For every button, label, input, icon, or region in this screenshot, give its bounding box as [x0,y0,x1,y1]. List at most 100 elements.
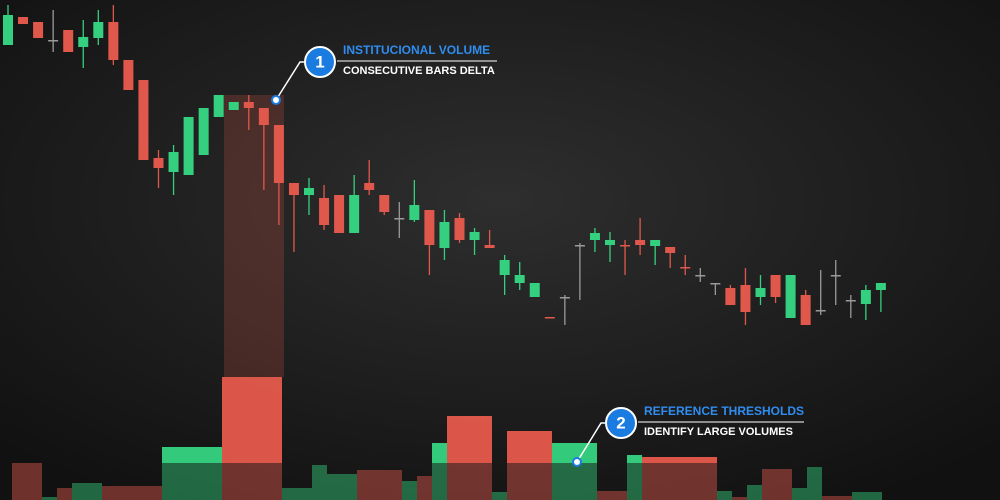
volume-bar [417,476,432,500]
candle-body [123,60,134,90]
candle-body [63,30,74,52]
candle-body [635,240,646,245]
candle-body [454,218,465,240]
candle-body [529,283,540,297]
candle-body [349,195,360,233]
candle-body [830,275,841,277]
candle-body [319,198,330,225]
candle-body [258,108,269,125]
candle-body [198,108,209,155]
candle-body [469,232,480,240]
candle-body [544,317,555,319]
badge-number: 2 [616,413,625,432]
annotation-title: INSTITUCIONAL VOLUME [343,43,490,57]
volume-bar [102,486,162,500]
candle-body [680,267,691,269]
candle-body [213,95,224,117]
badge [605,407,637,439]
candle-body [845,300,856,302]
candle-body [620,245,631,247]
candle-body [183,117,194,175]
volume-excess [222,377,282,463]
annotation-title: REFERENCE THRESHOLDS [644,404,804,418]
candle-body [665,247,676,253]
candle-body [860,290,871,304]
anchor-dot [572,457,582,467]
candle-body [605,240,615,245]
candle-body [394,218,405,220]
candle-body [153,158,164,168]
candle-body [409,205,420,220]
volume-bar [597,491,627,500]
candle-body [48,40,59,42]
volume-bar [852,492,882,500]
candle-body [93,22,104,38]
volume-bar [732,497,747,500]
volume-bar [57,488,72,500]
candle-body [439,222,450,248]
candle-body [499,260,510,275]
candle-body [800,295,811,325]
candle-body [875,283,886,290]
volume-bar [357,470,402,500]
candle-body [755,288,766,297]
candle-body [695,275,706,277]
candle-body [364,183,375,190]
candle-body [559,297,570,299]
volume-bar [762,469,792,500]
candles [3,5,886,325]
annotation-subtitle: IDENTIFY LARGE VOLUMES [644,426,793,438]
candle-body [740,285,751,312]
candle-body [288,183,299,195]
candle-body [574,245,585,247]
candle-body [424,210,435,245]
candle-body [815,310,826,312]
volume-bar [642,457,717,500]
volume-bar [282,488,312,500]
badge-number: 1 [315,52,324,71]
annotation-subtitle: CONSECUTIVE BARS DELTA [343,65,495,77]
volume-bar [72,483,102,500]
volume-bar [822,496,852,500]
volume-bar [12,463,42,500]
candle-body [725,288,736,305]
candle-body [514,275,525,283]
volume-bar [42,497,57,500]
volume [12,377,882,500]
annotation-2: 2 REFERENCE THRESHOLDS IDENTIFY LARGE VO… [572,404,804,467]
candle-body [785,275,796,318]
volume-bar [327,474,357,500]
candle-body [304,188,314,195]
anchor-dot [271,95,281,105]
volume-bar [312,465,327,500]
candle-body [228,102,239,110]
volume-excess [507,431,552,463]
volume-bar [717,491,732,500]
candle-body [710,283,721,285]
candle-body [78,37,89,47]
candle-body [650,240,661,246]
candle-body [18,17,29,24]
candle-body [108,22,119,60]
volume-bar [402,481,417,500]
volume-excess [642,457,717,463]
volume-excess [447,416,492,463]
volume-excess [627,455,642,463]
candle-body [770,275,781,297]
candle-body [379,195,390,212]
candle-body [3,15,13,45]
volume-bar [492,492,507,500]
volume-bar [792,488,807,500]
candle-body [138,80,149,160]
badge [304,46,336,78]
candle-body [243,102,254,108]
candle-body [334,195,345,233]
candle-body [33,22,44,38]
volume-excess [162,447,222,463]
volume-bar [627,455,642,500]
volume-excess [432,443,447,463]
candle-body [484,245,495,248]
